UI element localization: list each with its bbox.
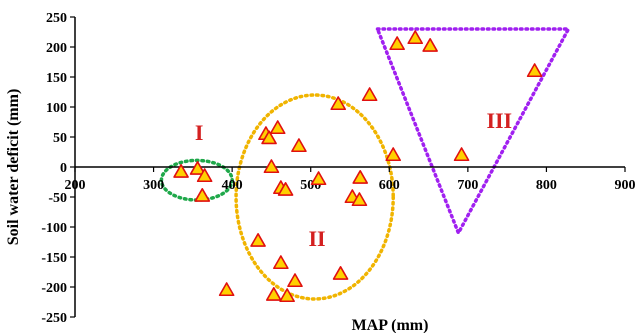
x-axis-title: MAP (mm)	[352, 317, 429, 333]
x-tick-label: 700	[457, 178, 478, 193]
data-point	[351, 192, 368, 207]
y-tick-label: 50	[53, 131, 67, 146]
data-point	[361, 87, 378, 102]
data-point	[277, 182, 294, 196]
group-outline-triangle	[374, 27, 572, 238]
data-point	[279, 288, 295, 303]
y-tick-label: -50	[48, 191, 67, 206]
group-outline-ellipse	[234, 93, 395, 301]
data-point	[422, 37, 438, 52]
x-tick-label: 800	[536, 178, 557, 193]
data-point	[352, 170, 369, 184]
data-point	[263, 159, 280, 174]
y-tick-label: -200	[41, 281, 67, 296]
x-tick-label: 900	[615, 178, 636, 193]
y-tick-label: 100	[46, 101, 67, 116]
y-tick-label: 200	[46, 41, 67, 56]
data-point	[261, 130, 277, 145]
data-point	[173, 164, 189, 178]
y-tick-label: 0	[60, 161, 67, 176]
x-tick-label: 200	[65, 178, 86, 193]
data-point	[407, 30, 424, 45]
data-point	[332, 265, 349, 280]
region-label: III	[486, 108, 512, 133]
data-point	[291, 138, 307, 153]
x-tick-label: 300	[143, 178, 164, 193]
y-tick-label: -100	[41, 221, 67, 236]
data-point	[385, 147, 402, 162]
tick-labels: 250 200 150 100 50 0 -50 -100 -150 -200 -250 200 300…	[41, 11, 635, 326]
data-point	[265, 286, 282, 301]
data-point	[189, 161, 206, 175]
x-tick-label: 600	[379, 178, 400, 193]
y-tick-label: -250	[41, 311, 67, 326]
data-point	[194, 188, 211, 202]
x-tick-label: 400	[222, 178, 243, 193]
data-point	[269, 120, 286, 135]
data-point	[250, 233, 266, 247]
y-tick-label: 250	[46, 11, 67, 26]
y-axis-title: Soil water deficit (mm)	[5, 89, 22, 246]
data-point	[453, 147, 470, 162]
region-label: I	[195, 120, 204, 145]
y-tick-label: 150	[46, 71, 67, 86]
data-point	[310, 171, 327, 186]
data-point	[273, 255, 289, 270]
data-point	[330, 96, 347, 111]
data-point	[287, 273, 303, 288]
data-point	[196, 168, 213, 183]
data-points	[173, 30, 543, 303]
data-point	[389, 36, 405, 51]
region-label: II	[308, 226, 325, 251]
axes	[70, 16, 626, 318]
data-point	[526, 63, 543, 78]
data-point	[218, 282, 235, 297]
y-tick-label: -150	[41, 251, 67, 266]
group-outlines	[159, 27, 572, 301]
